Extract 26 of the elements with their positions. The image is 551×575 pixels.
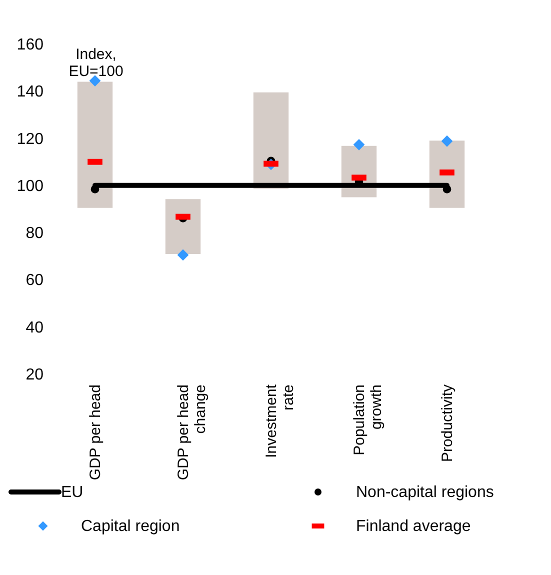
y-tick-label: 100 [16, 178, 44, 195]
x-tick-label: Population growth [351, 384, 385, 456]
point [353, 138, 365, 150]
point [177, 249, 189, 261]
y-tick-label: 40 [26, 319, 44, 336]
y-tick-label: 20 [26, 366, 44, 384]
y-tick-label: 160 [16, 36, 44, 54]
legend-label: EU [61, 484, 84, 501]
x-tick-label: GDP per head [87, 384, 104, 480]
x-tick-label: Productivity [439, 384, 456, 462]
legend-label: Non-capital regions [356, 484, 494, 501]
bar [77, 82, 113, 208]
legend-label: Capital region [81, 518, 180, 535]
y-axis-title: Index, EU=100 [68, 46, 124, 80]
point [442, 185, 452, 194]
y-tick-label: 60 [26, 272, 44, 290]
y-tick-label: 140 [16, 84, 44, 101]
x-tick-label: GDP per head change [175, 384, 209, 480]
point [90, 185, 100, 194]
legend-label: Finland average [356, 518, 471, 535]
y-tick-label: 120 [16, 130, 44, 148]
y-tick-label: 80 [26, 225, 44, 242]
x-tick-label: Investment rate [263, 384, 297, 458]
bar [253, 92, 289, 189]
point [441, 135, 453, 147]
bar [165, 199, 201, 254]
